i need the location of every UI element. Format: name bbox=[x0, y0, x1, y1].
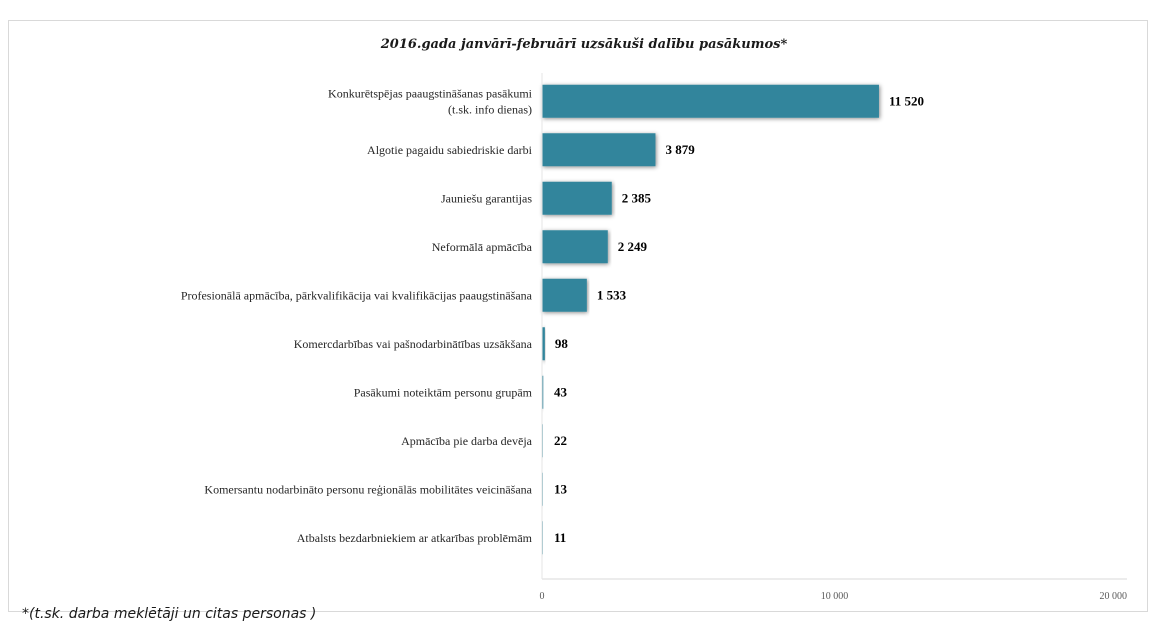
bar-5 bbox=[542, 278, 587, 312]
chart-frame: 2016.gada janvārī-februārī uzsākuši dalī… bbox=[8, 20, 1148, 612]
value-label-2: 3 879 bbox=[665, 142, 695, 157]
category-label-6: Komercdarbības vai pašnodarbinātības uzs… bbox=[294, 337, 533, 351]
category-label-3: Jauniešu garantijas bbox=[441, 191, 532, 205]
chart-title: 2016.gada janvārī-februārī uzsākuši dalī… bbox=[380, 37, 788, 52]
category-label-4: Neformālā apmācība bbox=[432, 240, 533, 254]
category-label-5: Profesionālā apmācība, pārkvalifikācija … bbox=[181, 288, 533, 302]
category-label-9: Komersantu nodarbināto personu reģionālā… bbox=[204, 482, 532, 496]
bars-layer bbox=[542, 84, 879, 555]
value-label-1: 11 520 bbox=[889, 93, 924, 108]
value-label-6: 98 bbox=[555, 336, 569, 351]
bar-6 bbox=[542, 327, 545, 361]
x-axis: 0 10 000 20 000 bbox=[540, 73, 1128, 602]
bar-chart: 2016.gada janvārī-februārī uzsākuši dalī… bbox=[181, 37, 1128, 602]
value-label-5: 1 533 bbox=[597, 287, 627, 302]
x-tick-label-1: 0 bbox=[540, 591, 545, 602]
category-labels: Konkurētspējas paaugstināšanas pasākumi(… bbox=[181, 86, 533, 545]
value-label-8: 22 bbox=[554, 433, 567, 448]
bar-7 bbox=[542, 375, 544, 409]
category-label-8: Apmācība pie darba devēja bbox=[401, 434, 533, 448]
value-label-3: 2 385 bbox=[622, 190, 652, 205]
value-label-7: 43 bbox=[554, 384, 568, 399]
x-tick-label-3: 20 000 bbox=[1100, 591, 1128, 602]
bar-3 bbox=[542, 181, 612, 215]
category-label-2: Algotie pagaidu sabiedriskie darbi bbox=[367, 143, 533, 157]
value-label-4: 2 249 bbox=[618, 239, 648, 254]
bar-2 bbox=[542, 133, 656, 167]
bar-4 bbox=[542, 230, 608, 264]
value-label-9: 13 bbox=[554, 481, 568, 496]
value-labels: 11 520 3 879 2 385 2 249 1 533 98 43 22 13 11 bbox=[554, 93, 924, 545]
category-label-7: Pasākumi noteiktām personu grupām bbox=[354, 385, 533, 399]
category-label-1: Konkurētspējas paaugstināšanas pasākumi(… bbox=[328, 86, 533, 116]
x-tick-label-2: 10 000 bbox=[821, 591, 849, 602]
bar-1 bbox=[542, 84, 879, 118]
footnote: *(t.sk. darba meklētāji un citas persona… bbox=[22, 606, 317, 622]
category-label-10: Atbalsts bezdarbniekiem ar atkarības pro… bbox=[297, 531, 533, 545]
value-label-10: 11 bbox=[554, 530, 566, 545]
